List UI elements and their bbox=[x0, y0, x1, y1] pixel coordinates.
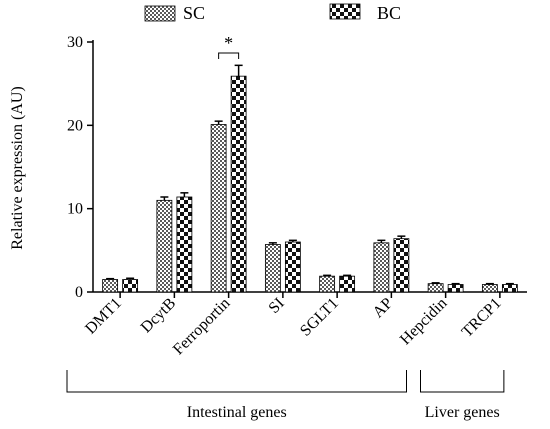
bar-sc bbox=[264, 244, 281, 293]
bar-bc bbox=[447, 284, 464, 293]
bar-bc bbox=[176, 196, 193, 293]
bar-sc bbox=[373, 242, 390, 293]
x-tick-label: DMT1 bbox=[82, 295, 125, 338]
bar-sc bbox=[481, 284, 498, 293]
significance-star: * bbox=[224, 33, 233, 53]
x-ticks bbox=[119, 292, 501, 298]
x-tick-label: Ferroportin bbox=[170, 295, 234, 359]
group-label: Intestinal genes bbox=[187, 404, 287, 421]
x-tick-label: Hepcidin bbox=[397, 295, 450, 348]
y-ticks: 0 10 20 30 bbox=[67, 34, 93, 301]
x-tick-label: TRCP1 bbox=[459, 295, 505, 341]
legend-swatch-bc bbox=[329, 3, 361, 20]
bar-sc bbox=[319, 275, 336, 293]
y-tick-label: 0 bbox=[75, 284, 83, 301]
y-tick-label: 30 bbox=[67, 34, 83, 51]
significance-annotations: * bbox=[218, 33, 240, 59]
y-tick-label: 10 bbox=[67, 201, 83, 218]
x-tick-label: SGLT1 bbox=[297, 295, 342, 340]
gene-group-brackets: Intestinal genes Liver genes bbox=[66, 370, 505, 421]
x-tick-label: SI bbox=[266, 295, 288, 317]
legend-label-bc: BC bbox=[377, 3, 401, 23]
bar-bc bbox=[230, 75, 247, 293]
bars bbox=[102, 75, 518, 293]
bar-sc bbox=[156, 199, 173, 293]
bar-bc bbox=[122, 279, 139, 293]
group-bracket bbox=[66, 370, 407, 393]
legend-label-sc: SC bbox=[183, 3, 205, 23]
y-tick-label: 20 bbox=[67, 117, 83, 134]
legend-swatch-sc bbox=[144, 5, 176, 22]
x-tick-label: AP bbox=[370, 295, 397, 322]
bar-sc bbox=[210, 124, 227, 293]
bar-sc bbox=[427, 283, 444, 293]
error-bars bbox=[106, 64, 514, 285]
bar-bc bbox=[284, 241, 301, 293]
y-axis-title: Relative expression (AU) bbox=[9, 86, 26, 250]
bar-sc bbox=[102, 279, 119, 293]
bar-bc bbox=[501, 284, 518, 293]
group-label: Liver genes bbox=[425, 404, 500, 421]
significance-bracket bbox=[218, 52, 240, 59]
legend: SC BC bbox=[144, 3, 401, 23]
bar-bc bbox=[393, 238, 410, 293]
group-bracket bbox=[420, 370, 505, 393]
x-tick-label: DcytB bbox=[138, 295, 180, 337]
bar-bc bbox=[339, 275, 356, 293]
